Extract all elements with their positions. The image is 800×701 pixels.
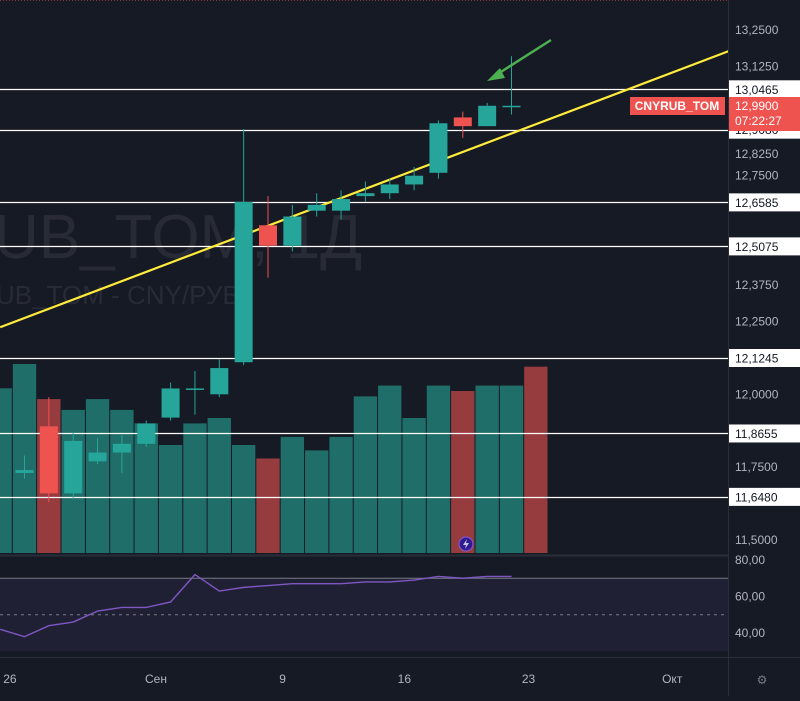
level-badge-label: 12,6585 — [735, 196, 779, 210]
candle-body[interactable] — [380, 184, 399, 194]
volume-bar — [280, 436, 305, 553]
volume-bar — [499, 385, 524, 553]
arrow-annotation[interactable] — [487, 38, 552, 81]
candle-body[interactable] — [15, 470, 34, 473]
symbol-badge: CNYRUB_TOM — [630, 97, 725, 115]
current-price-label: 12,9900 — [735, 99, 779, 113]
candle-body[interactable] — [185, 388, 204, 390]
price-tick-label: 11,5000 — [735, 533, 778, 547]
time-tick-label: Сен — [145, 672, 167, 686]
price-tick-label: 12,3750 — [735, 278, 779, 292]
price-tick-label: 13,2500 — [735, 23, 779, 37]
candle-body[interactable] — [234, 201, 253, 363]
candle-body[interactable] — [307, 204, 326, 211]
price-tick-label: 12,8250 — [735, 147, 779, 161]
candle-body[interactable] — [405, 175, 424, 185]
candle-body[interactable] — [39, 426, 58, 494]
level-badge — [729, 237, 800, 256]
price-tick-label: 12,7500 — [735, 169, 779, 183]
volume-bar — [475, 385, 499, 553]
candle-body[interactable] — [356, 193, 375, 197]
candle-body[interactable] — [502, 105, 521, 108]
level-badge-label: 11,8655 — [735, 427, 778, 441]
candle-body[interactable] — [283, 216, 302, 246]
volume-bar — [378, 385, 402, 553]
candle-body[interactable] — [137, 423, 156, 444]
volume-bar — [402, 418, 426, 553]
candle-body[interactable] — [210, 368, 229, 395]
time-tick-label: 9 — [279, 672, 286, 686]
level-badge — [729, 349, 800, 368]
horizontal-levels — [0, 88, 728, 499]
candle-body[interactable] — [112, 443, 131, 453]
rsi-pane — [0, 573, 728, 652]
countdown-label: 07:22:27 — [735, 114, 782, 128]
price-tick-label: 11,7500 — [735, 460, 778, 474]
time-tick-label: 26 — [3, 672, 17, 686]
rsi-tick-label: 80,00 — [735, 553, 765, 567]
candle-body[interactable] — [332, 199, 351, 211]
volume-bar — [158, 445, 183, 553]
level-badge-label: 12,1245 — [735, 352, 779, 366]
time-tick-label: 23 — [522, 672, 536, 686]
symbol-badge-label: CNYRUB_TOM — [635, 99, 719, 113]
volume-bar — [207, 418, 231, 553]
volume-bar — [110, 409, 134, 553]
volume-bar — [231, 445, 256, 553]
price-tick-label: 13,3750 — [735, 0, 779, 1]
candle-body[interactable] — [429, 123, 448, 173]
volume-bar — [353, 396, 378, 553]
level-badge — [729, 424, 800, 443]
time-tick-label: Окт — [662, 672, 683, 686]
level-badge-label: 13,0465 — [735, 83, 779, 97]
level-badge — [729, 80, 800, 99]
current-price-badge: 12,9900 07:22:27 — [729, 97, 800, 131]
price-tick-label: 12,0000 — [735, 387, 779, 401]
volume-bar — [85, 399, 110, 553]
candle-body[interactable] — [88, 452, 107, 462]
level-badge-label: 11,6480 — [735, 490, 778, 504]
volume-bar — [134, 423, 158, 553]
time-axis[interactable]: 26 Сен 9 16 23 Окт — [0, 657, 800, 687]
volume-bar — [329, 436, 353, 553]
candle-body[interactable] — [478, 105, 497, 127]
volume-bar — [256, 458, 280, 553]
watermark-description: UB_TOM - CNY/РУБ — [0, 280, 239, 310]
rsi-tick-label: 60,00 — [735, 590, 765, 604]
price-tick-label: 13,1250 — [735, 59, 779, 73]
price-tick-label: 12,2500 — [735, 314, 779, 328]
volume-bar — [426, 385, 451, 553]
watermark-ticker: UB_TOM, 1Д — [0, 203, 362, 272]
volume-bar — [183, 423, 207, 553]
timezone-gear-icon[interactable]: ⚙ — [757, 673, 768, 687]
volume-bar — [451, 391, 475, 553]
candle-body[interactable] — [259, 225, 277, 246]
volume-bar — [524, 366, 548, 553]
rsi-tick-label: 40,00 — [735, 626, 765, 640]
candle-body[interactable] — [161, 388, 180, 418]
level-badge — [729, 487, 800, 506]
volume-bar — [0, 388, 12, 553]
candlesticks — [15, 56, 521, 503]
level-badge-label: 12,5075 — [735, 240, 779, 254]
volume-bar — [305, 450, 329, 553]
lightning-icon[interactable] — [458, 536, 474, 552]
rsi-line — [0, 573, 512, 638]
level-badge — [729, 193, 800, 212]
candle-body[interactable] — [453, 117, 472, 127]
volume-histogram — [0, 364, 548, 553]
time-tick-label: 16 — [398, 672, 412, 686]
candle-body[interactable] — [64, 440, 83, 494]
